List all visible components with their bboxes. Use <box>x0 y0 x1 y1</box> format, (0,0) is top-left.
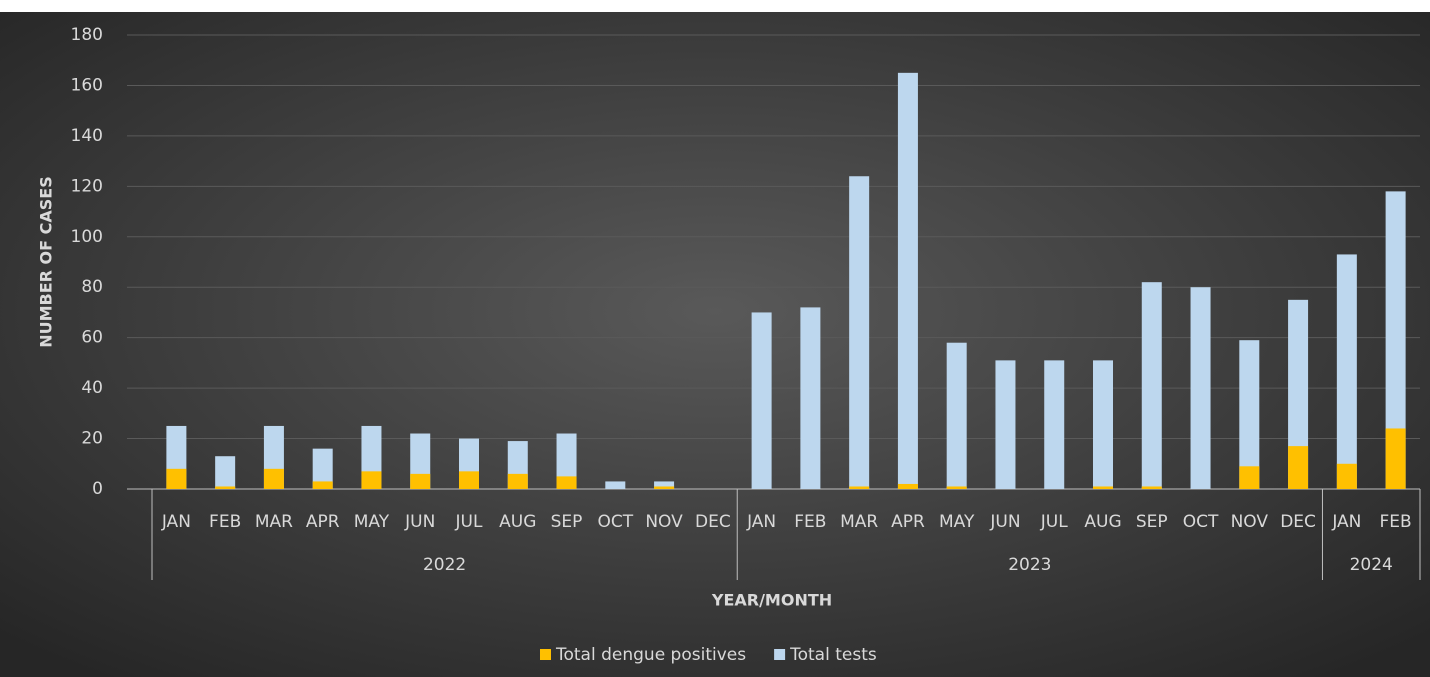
bar <box>897 483 918 489</box>
x-tick-label: NOV <box>645 512 683 532</box>
x-tick-label: JAN <box>1331 512 1361 532</box>
y-axis-label: NUMBER OF CASES <box>37 176 56 348</box>
x-tick-label: DEC <box>1280 512 1316 532</box>
bar <box>263 468 284 489</box>
y-tick-label: 120 <box>71 176 103 196</box>
bar <box>1190 287 1211 489</box>
legend-label: Total tests <box>789 645 877 665</box>
x-tick-label: JUN <box>404 512 435 532</box>
bar <box>1385 428 1406 489</box>
bar <box>751 312 772 489</box>
y-tick-label: 0 <box>92 479 103 499</box>
bar <box>946 486 967 489</box>
bar <box>1239 466 1260 489</box>
bar <box>1385 191 1406 489</box>
x-tick-label: JUN <box>989 512 1020 532</box>
bar <box>849 176 870 489</box>
y-tick-label: 140 <box>71 126 103 146</box>
x-tick-label: SEP <box>551 512 583 532</box>
bar <box>215 456 236 489</box>
y-tick-label: 20 <box>81 429 103 449</box>
bar <box>215 486 236 489</box>
bar <box>1336 463 1357 489</box>
bar <box>654 486 675 489</box>
x-tick-label: JUL <box>455 512 483 532</box>
bar <box>1093 486 1113 489</box>
group-label: 2023 <box>1008 555 1051 575</box>
x-tick-label: SEP <box>1136 512 1168 532</box>
bar <box>654 481 675 489</box>
x-tick-label: MAY <box>354 512 390 532</box>
legend-label: Total dengue positives <box>555 645 746 665</box>
bar <box>459 471 479 489</box>
bar <box>1141 282 1162 489</box>
x-tick-label: OCT <box>597 512 633 532</box>
y-tick-label: 60 <box>81 328 103 348</box>
x-tick-label: APR <box>306 512 340 532</box>
bar <box>849 486 870 489</box>
x-tick-label: NOV <box>1231 512 1269 532</box>
group-label: 2022 <box>423 555 466 575</box>
x-tick-label: APR <box>891 512 925 532</box>
y-tick-label: 40 <box>81 378 103 398</box>
bar <box>361 471 382 489</box>
x-tick-label: DEC <box>695 512 731 532</box>
x-tick-label: AUG <box>1084 512 1121 532</box>
bar <box>312 448 333 489</box>
bar <box>1239 340 1260 489</box>
x-axis-label: YEAR/MONTH <box>711 591 832 610</box>
x-tick-label: MAR <box>255 512 293 532</box>
bar <box>556 476 577 489</box>
x-tick-label: FEB <box>1380 512 1412 532</box>
bar <box>897 72 918 489</box>
bar <box>1336 254 1357 489</box>
y-tick-label: 100 <box>71 227 103 247</box>
x-tick-label: JAN <box>161 512 191 532</box>
legend-swatch <box>540 649 551 660</box>
bar <box>1093 360 1113 489</box>
legend-swatch <box>774 649 786 660</box>
x-tick-label: MAY <box>939 512 975 532</box>
bar <box>1288 299 1309 489</box>
chart-background <box>0 12 1430 677</box>
x-tick-label: FEB <box>794 512 826 532</box>
y-tick-label: 80 <box>81 277 103 297</box>
bar <box>312 481 333 489</box>
x-tick-label: FEB <box>209 512 241 532</box>
x-tick-label: OCT <box>1183 512 1219 532</box>
bar <box>995 360 1016 489</box>
bar <box>410 473 431 489</box>
bar <box>1288 446 1309 489</box>
y-tick-label: 160 <box>71 75 103 95</box>
bar <box>946 342 967 489</box>
x-tick-label: JUL <box>1040 512 1068 532</box>
group-label: 2024 <box>1350 555 1393 575</box>
bar <box>507 473 528 489</box>
bar <box>1141 486 1162 489</box>
bar <box>800 307 821 489</box>
bar <box>1044 360 1065 489</box>
x-tick-label: JAN <box>746 512 776 532</box>
y-tick-label: 180 <box>71 25 103 45</box>
bar <box>605 481 626 489</box>
x-tick-label: AUG <box>499 512 536 532</box>
bar <box>556 433 577 489</box>
x-tick-label: MAR <box>840 512 878 532</box>
bar <box>166 468 187 489</box>
